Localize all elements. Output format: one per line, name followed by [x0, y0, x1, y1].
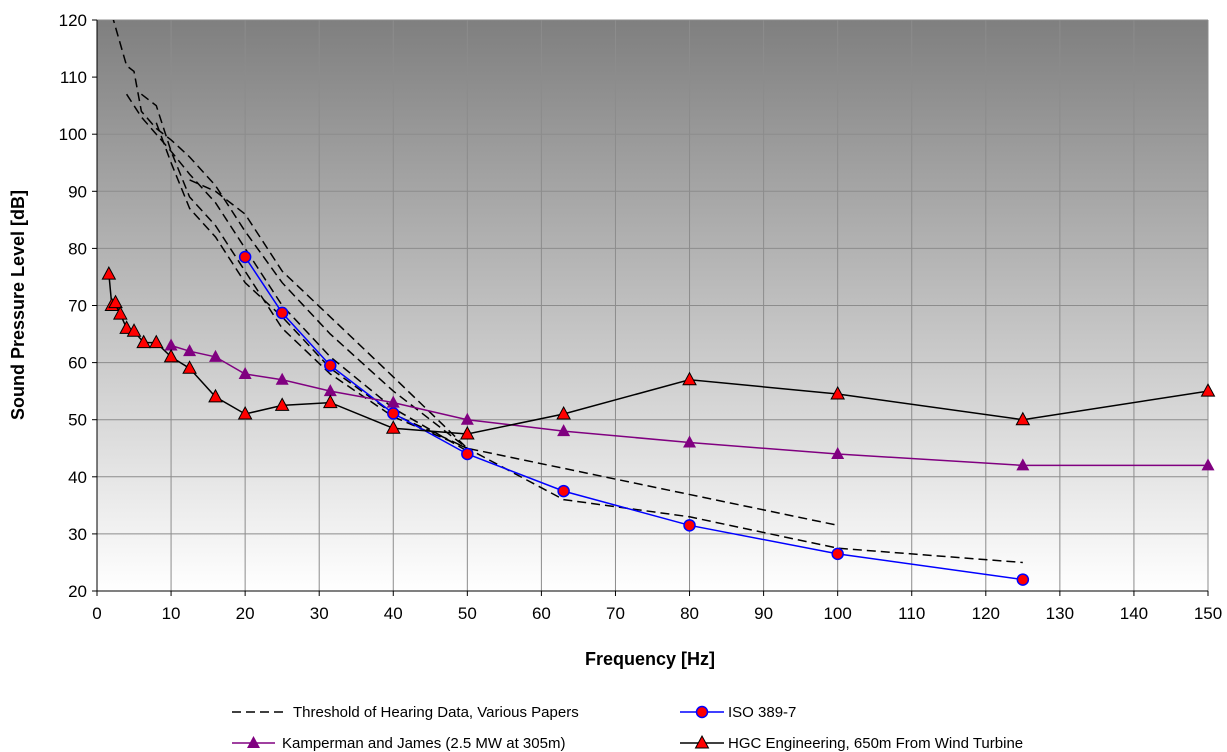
data-point-kamperman-and-james-2-5-mw-at-305m — [386, 395, 400, 408]
data-point-iso-389-7 — [683, 519, 696, 532]
data-point-iso-389-7 — [275, 306, 289, 320]
x-tick-label: 80 — [680, 604, 699, 623]
x-tick-label: 100 — [823, 604, 851, 623]
series-line-threshold-curve-5 — [189, 179, 838, 527]
data-point-kamperman-and-james-2-5-mw-at-305m — [683, 435, 697, 448]
legend-item-kamperman: Kamperman and James (2.5 MW at 305m) — [232, 735, 565, 752]
data-point-hgc-engineering-650m-from-wind-turbine — [556, 405, 571, 420]
data-point-hgc-engineering-650m-from-wind-turbine — [108, 294, 123, 309]
series-line-threshold-curve-3 — [140, 93, 468, 449]
data-point-hgc-engineering-650m-from-wind-turbine — [208, 388, 223, 403]
x-tick-label: 70 — [606, 604, 625, 623]
legend-label-threshold: Threshold of Hearing Data, Various Paper… — [293, 704, 579, 721]
data-point-kamperman-and-james-2-5-mw-at-305m — [209, 349, 223, 362]
data-point-hgc-engineering-650m-from-wind-turbine — [237, 405, 253, 420]
x-tick-label: 90 — [754, 604, 773, 623]
data-point-kamperman-and-james-2-5-mw-at-305m — [238, 367, 252, 380]
data-point-iso-389-7 — [557, 484, 570, 498]
data-point-hgc-engineering-650m-from-wind-turbine — [119, 320, 134, 334]
x-tick-label: 20 — [236, 604, 255, 623]
x-tick-label: 130 — [1046, 604, 1074, 623]
x-tick-label: 10 — [162, 604, 181, 623]
data-point-kamperman-and-james-2-5-mw-at-305m — [323, 384, 337, 397]
data-point-hgc-engineering-650m-from-wind-turbine — [182, 360, 197, 374]
data-point-hgc-engineering-650m-from-wind-turbine — [126, 323, 142, 337]
data-point-kamperman-and-james-2-5-mw-at-305m — [460, 412, 474, 425]
data-point-iso-389-7 — [461, 447, 474, 461]
data-point-kamperman-and-james-2-5-mw-at-305m — [164, 338, 178, 351]
data-point-hgc-engineering-650m-from-wind-turbine — [112, 306, 128, 320]
data-point-hgc-engineering-650m-from-wind-turbine — [136, 334, 152, 349]
data-point-iso-389-7 — [238, 250, 252, 264]
legend-label-hgc: HGC Engineering, 650m From Wind Turbine — [728, 735, 1023, 752]
series-line-threshold-curve-2 — [125, 93, 468, 452]
x-axis-title: Frequency [Hz] — [585, 649, 715, 669]
y-tick-label: 100 — [59, 125, 87, 144]
y-tick-label: 40 — [68, 468, 87, 487]
legend-label-kamperman: Kamperman and James (2.5 MW at 305m) — [282, 735, 565, 752]
marker-layer — [101, 250, 1216, 586]
data-point-kamperman-and-james-2-5-mw-at-305m — [831, 446, 845, 459]
y-tick-label: 50 — [68, 411, 87, 430]
legend-marker-kamperman — [247, 736, 260, 748]
data-point-kamperman-and-james-2-5-mw-at-305m — [557, 424, 571, 437]
y-tick-label: 120 — [59, 11, 87, 30]
x-tick-label: 60 — [532, 604, 551, 623]
data-point-hgc-engineering-650m-from-wind-turbine — [163, 348, 179, 363]
gridlines — [97, 19, 1209, 591]
data-point-hgc-engineering-650m-from-wind-turbine — [101, 266, 117, 280]
y-tick-label: 90 — [68, 182, 87, 201]
data-point-kamperman-and-james-2-5-mw-at-305m — [183, 344, 197, 357]
data-point-kamperman-and-james-2-5-mw-at-305m — [1201, 458, 1215, 471]
data-point-iso-389-7 — [387, 407, 400, 420]
legend-item-threshold: Threshold of Hearing Data, Various Paper… — [232, 704, 579, 721]
y-tick-label: 20 — [68, 582, 87, 601]
x-tick-label: 0 — [92, 604, 101, 623]
legend-label-iso: ISO 389-7 — [728, 704, 796, 721]
y-tick-label: 110 — [60, 68, 87, 87]
data-point-hgc-engineering-650m-from-wind-turbine — [274, 397, 290, 411]
data-point-hgc-engineering-650m-from-wind-turbine — [385, 420, 401, 434]
y-tick-label: 60 — [68, 354, 87, 373]
tick-labels: 0 10 20 30 40 50 60 70 80 90 100 110 120 130 140 150 20 3… — [59, 11, 1223, 623]
data-point-kamperman-and-james-2-5-mw-at-305m — [275, 372, 289, 385]
y-tick-label: 30 — [68, 525, 87, 544]
data-point-hgc-engineering-650m-from-wind-turbine — [459, 425, 475, 440]
data-point-hgc-engineering-650m-from-wind-turbine — [1200, 383, 1216, 397]
y-tick-label: 70 — [68, 297, 87, 316]
series-line-threshold-curve-4 — [155, 122, 1023, 564]
legend: Threshold of Hearing Data, Various Paper… — [232, 704, 1023, 752]
x-tick-label: 50 — [458, 604, 477, 623]
legend-marker-iso — [695, 705, 709, 719]
data-point-iso-389-7 — [1016, 573, 1030, 586]
x-tick-label: 140 — [1120, 604, 1148, 623]
series-line-threshold-curve-1 — [112, 20, 468, 449]
data-point-kamperman-and-james-2-5-mw-at-305m — [1016, 458, 1030, 471]
data-point-hgc-engineering-650m-from-wind-turbine — [682, 371, 697, 386]
y-tick-label: 80 — [68, 239, 87, 258]
legend-item-iso: ISO 389-7 — [680, 704, 796, 721]
data-point-hgc-engineering-650m-from-wind-turbine — [830, 385, 846, 400]
data-point-iso-389-7 — [831, 547, 844, 561]
y-axis-title: Sound Pressure Level [dB] — [8, 190, 28, 420]
data-point-hgc-engineering-650m-from-wind-turbine — [1015, 411, 1031, 426]
legend-item-hgc: HGC Engineering, 650m From Wind Turbine — [680, 734, 1023, 752]
data-point-hgc-engineering-650m-from-wind-turbine — [148, 334, 164, 349]
x-tick-label: 30 — [310, 604, 329, 623]
x-tick-label: 150 — [1194, 604, 1222, 623]
x-tick-label: 40 — [384, 604, 403, 623]
legend-marker-hgc — [694, 734, 710, 749]
data-point-hgc-engineering-650m-from-wind-turbine — [322, 394, 338, 409]
x-tick-label: 110 — [898, 604, 925, 623]
x-tick-label: 120 — [972, 604, 1000, 623]
data-point-iso-389-7 — [324, 359, 337, 372]
